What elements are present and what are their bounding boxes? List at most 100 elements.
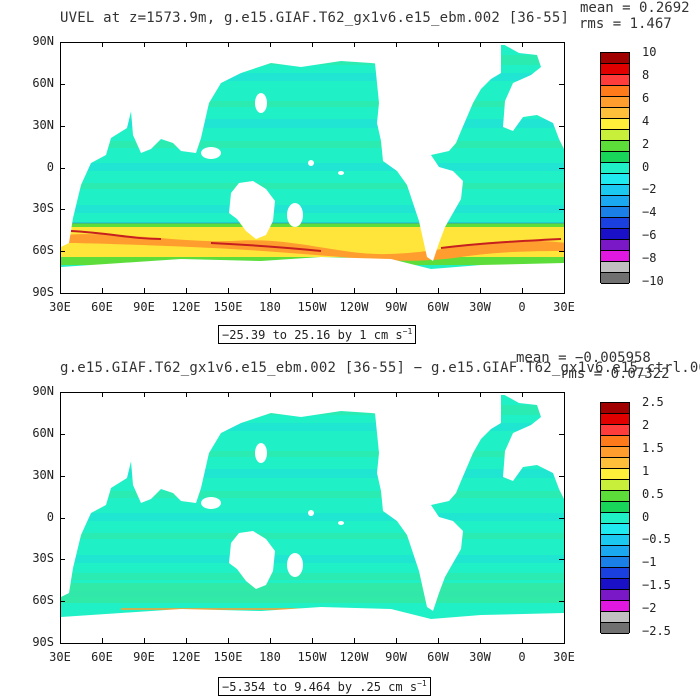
- arctic-land: [61, 393, 564, 395]
- colorbar-segment: [601, 163, 629, 174]
- panel-title: g.e15.GIAF.T62_gx1v6.e15_ebm.002 [36-55]…: [60, 360, 700, 376]
- longitude-tick-mark: [60, 392, 61, 397]
- colorbar-segment: [601, 414, 629, 425]
- japan-land: [255, 443, 267, 463]
- longitude-tick-mark: [270, 392, 271, 397]
- colorbar-label: −10: [642, 274, 664, 288]
- latitude-tick-mark: [559, 601, 564, 603]
- colorbar-segment: [601, 53, 629, 64]
- map-svg: [61, 43, 564, 293]
- latitude-tick-mark: [60, 42, 65, 43]
- colorbar-label: 8: [642, 67, 650, 82]
- longitude-tick-mark: [228, 288, 229, 293]
- longitude-tick-label: 90W: [385, 300, 407, 314]
- longitude-tick-label: 60E: [91, 650, 113, 664]
- flow-band: [61, 533, 564, 539]
- latitude-tick-mark: [559, 643, 564, 644]
- longitude-tick-mark: [102, 638, 103, 643]
- longitude-tick-mark: [396, 42, 397, 47]
- longitude-tick-label: 30E: [553, 650, 575, 664]
- longitude-tick-mark: [144, 288, 145, 293]
- longitude-tick-mark: [564, 42, 565, 47]
- latitude-tick-mark: [60, 517, 65, 519]
- longitude-tick-mark: [186, 392, 187, 397]
- map-svg: [61, 393, 564, 643]
- colorbar-segment: [601, 185, 629, 196]
- longitude-tick-mark: [60, 638, 61, 643]
- colorbar-segment: [601, 130, 629, 141]
- latitude-tick-mark: [559, 167, 564, 169]
- latitude-tick-label: 90S: [32, 635, 54, 649]
- longitude-tick-label: 120W: [339, 300, 369, 314]
- latitude-tick-mark: [60, 293, 65, 294]
- colorbar-segment: [601, 590, 629, 601]
- australia-land: [229, 181, 275, 239]
- longitude-tick-mark: [564, 392, 565, 397]
- longitude-tick-mark: [354, 638, 355, 643]
- longitude-tick-mark: [396, 392, 397, 397]
- colorbar-segment: [601, 262, 629, 273]
- longitude-tick-mark: [102, 288, 103, 293]
- colorbar-label: 2.5: [642, 395, 664, 409]
- latitude-tick-label: 90S: [32, 285, 54, 299]
- longitude-tick-label: 0: [518, 650, 526, 664]
- longitude-tick-label: 90E: [133, 650, 155, 664]
- colorbar-label: −1.5: [642, 578, 671, 593]
- longitude-tick-mark: [144, 392, 145, 397]
- africa-land: [61, 393, 136, 597]
- new-guinea-land: [201, 497, 221, 509]
- unit-exponent: −1: [417, 679, 427, 688]
- colorbar-label: −4: [642, 205, 657, 220]
- australia-land: [229, 531, 275, 589]
- latitude-tick-mark: [60, 601, 65, 603]
- colorbar-segment: [601, 86, 629, 97]
- latitude-tick-label: 30S: [32, 551, 54, 566]
- rms-value: rms = 1.467: [579, 16, 672, 32]
- longitude-tick-label: 30E: [49, 300, 71, 314]
- colorbar-segment: [601, 218, 629, 229]
- africa-land: [61, 43, 136, 247]
- longitude-tick-mark: [228, 638, 229, 643]
- colorbar-segment: [601, 251, 629, 262]
- colorbar-segment: [601, 152, 629, 163]
- colorbar-label: −2: [642, 601, 657, 616]
- japan-land: [255, 93, 267, 113]
- colorbar-segment: [601, 119, 629, 130]
- colorbar-label: 4: [642, 113, 650, 128]
- latitude-tick-label: 60S: [32, 593, 54, 608]
- longitude-tick-label: 30E: [49, 650, 71, 664]
- colorbar-segment: [601, 502, 629, 513]
- longitude-tick-mark: [270, 638, 271, 643]
- longitude-tick-mark: [480, 392, 481, 397]
- longitude-tick-label: 90W: [385, 650, 407, 664]
- colorbar-segment: [601, 207, 629, 218]
- latitude-tick-mark: [60, 392, 65, 393]
- colorbar-segment: [601, 75, 629, 86]
- longitude-tick-mark: [354, 288, 355, 293]
- map-area: [60, 42, 565, 294]
- colorbar-segment: [601, 513, 629, 524]
- flow-band: [61, 119, 564, 128]
- borneo-land: [169, 484, 181, 492]
- longitude-tick-label: 60E: [91, 300, 113, 314]
- colorbar-segment: [601, 546, 629, 557]
- colorbar-segment: [601, 623, 629, 634]
- longitude-tick-mark: [186, 638, 187, 643]
- longitude-tick-label: 180: [259, 300, 281, 314]
- longitude-tick-label: 30W: [469, 300, 491, 314]
- longitude-tick-label: 60W: [427, 300, 449, 314]
- longitude-tick-mark: [228, 392, 229, 397]
- colorbar-segment: [601, 535, 629, 546]
- longitude-tick-mark: [186, 288, 187, 293]
- longitude-tick-label: 150W: [297, 650, 327, 664]
- antarctica-land: [61, 607, 564, 643]
- unit-exponent: −1: [402, 327, 413, 336]
- contour-range-text: −25.39 to 25.16 by 1 cm s: [222, 328, 403, 342]
- longitude-tick-mark: [354, 42, 355, 47]
- latitude-tick-mark: [559, 42, 564, 43]
- colorbar-segment: [601, 425, 629, 436]
- map-area: [60, 392, 565, 644]
- asia-land: [121, 43, 501, 153]
- flow-band: [61, 513, 564, 521]
- americas-land: [373, 45, 501, 261]
